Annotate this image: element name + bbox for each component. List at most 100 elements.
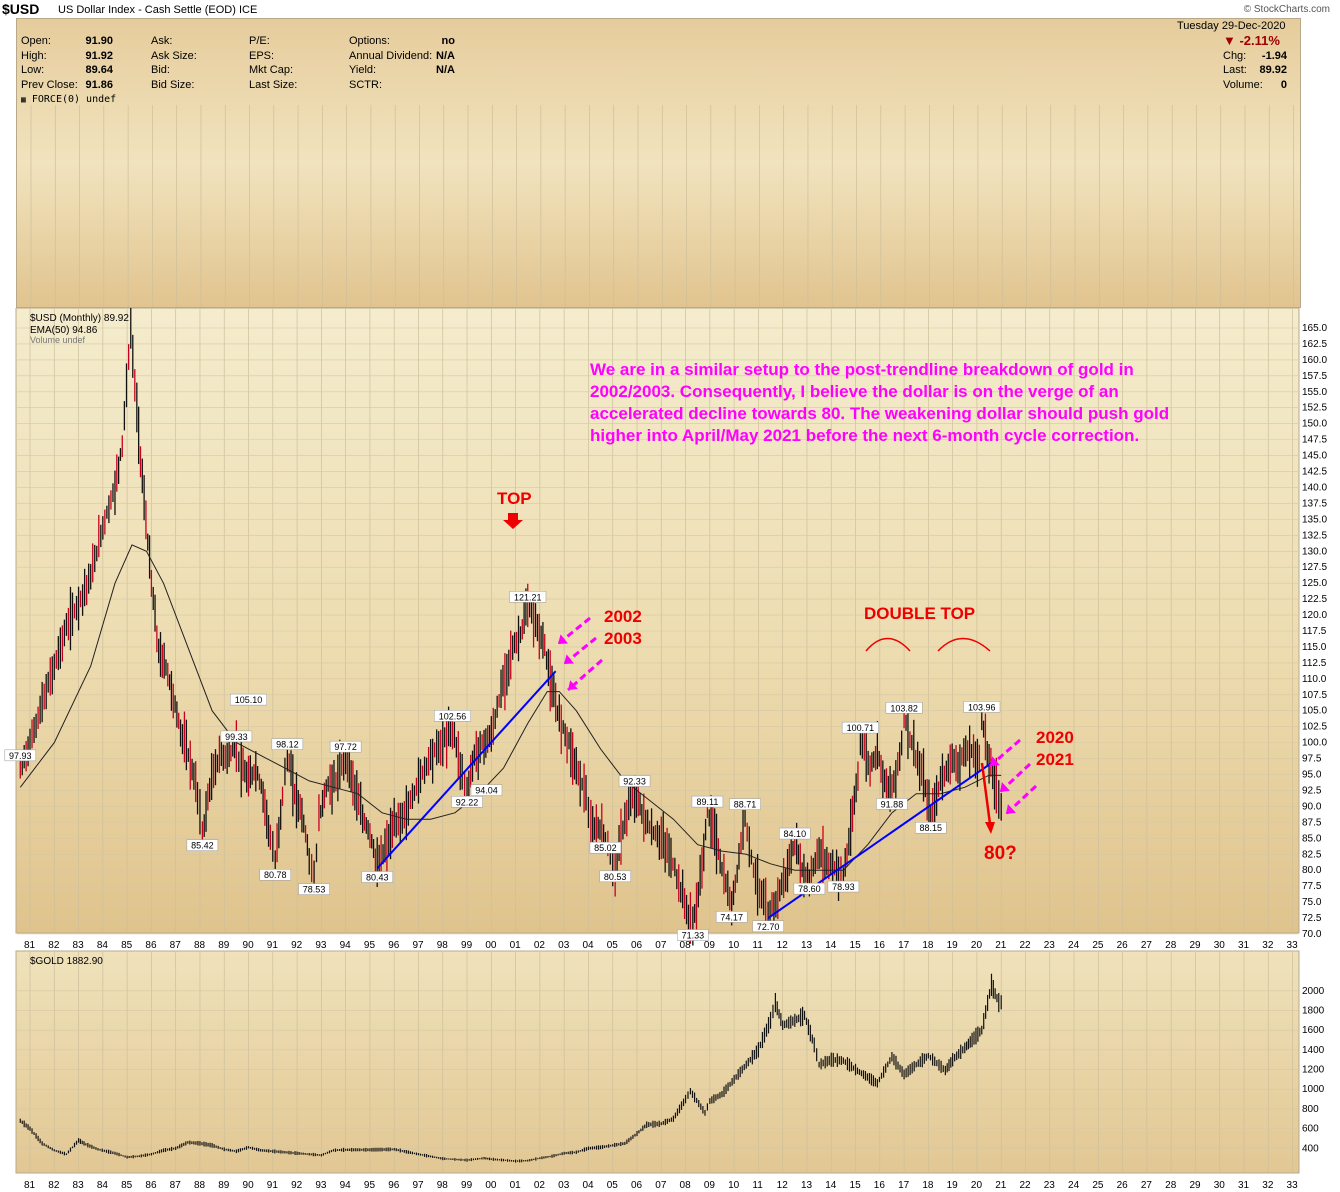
usd-y-tick: 75.0 <box>1302 897 1322 908</box>
usd-x-tick: 22 <box>1019 940 1031 948</box>
usd-y-tick: 105.0 <box>1302 706 1327 717</box>
price-label: 78.53 <box>303 885 326 895</box>
gold-x-tick: 03 <box>558 1180 570 1191</box>
gold-x-tick: 88 <box>194 1180 206 1191</box>
usd-y-tick: 115.0 <box>1302 642 1327 653</box>
usd-x-tick: 02 <box>534 940 546 948</box>
price-label-box <box>259 868 291 881</box>
usd-x-tick: 98 <box>437 940 449 948</box>
usd-y-tick: 152.5 <box>1302 403 1327 414</box>
gold-x-tick: 86 <box>145 1180 157 1191</box>
price-label: 72.70 <box>757 922 780 932</box>
price-label-box <box>329 740 362 753</box>
price-label-box <box>827 880 860 893</box>
gold-x-tick: 00 <box>485 1180 497 1191</box>
top-arrow-icon <box>503 513 523 529</box>
price-label: 92.22 <box>456 797 479 807</box>
usd-x-tick: 28 <box>1165 940 1177 948</box>
gold-x-tick: 10 <box>728 1180 740 1191</box>
gold-y-tick: 2000 <box>1302 986 1325 997</box>
usd-y-tick: 127.5 <box>1302 562 1327 573</box>
gold-x-tick: 81 <box>24 1180 36 1191</box>
price-label-box <box>779 827 811 840</box>
usd-y-tick: 72.5 <box>1302 913 1322 924</box>
usd-x-tick: 20 <box>971 940 983 948</box>
usd-y-tick: 137.5 <box>1302 498 1327 509</box>
usd-x-tick: 97 <box>412 940 424 948</box>
price-label-box <box>451 796 483 808</box>
price-label: 84.10 <box>784 829 807 839</box>
usd-x-tick: 84 <box>97 940 109 948</box>
force-icon: ▦ <box>21 95 26 104</box>
price-label: 103.96 <box>968 702 996 712</box>
legend-usd: $USD (Monthly) 89.92 <box>30 313 129 324</box>
price-label: 99.33 <box>225 732 248 742</box>
usd-x-tick: 24 <box>1068 940 1080 948</box>
gold-x-tick: 13 <box>801 1180 813 1191</box>
gold-x-tick: 82 <box>48 1180 60 1191</box>
usd-x-tick: 23 <box>1044 940 1056 948</box>
target-arrow <box>980 762 992 825</box>
usd-x-tick: 94 <box>340 940 352 948</box>
gold-x-tick: 04 <box>582 1180 594 1191</box>
gold-x-tick: 90 <box>243 1180 255 1191</box>
gold-x-tick: 21 <box>995 1180 1007 1191</box>
gold-x-tick: 33 <box>1287 1180 1299 1191</box>
yield-label: Yield: <box>349 64 377 76</box>
gold-x-tick: 07 <box>655 1180 667 1191</box>
volume-label: Volume: <box>1223 79 1263 91</box>
price-label-box <box>4 749 37 762</box>
usd-x-tick: 05 <box>607 940 619 948</box>
ask-label: Ask: <box>151 35 173 47</box>
options-label: Options: <box>349 35 390 47</box>
usd-x-tick: 19 <box>947 940 959 948</box>
usd-x-tick: 31 <box>1238 940 1250 948</box>
usd-x-tick: 00 <box>485 940 497 948</box>
usd-y-tick: 142.5 <box>1302 467 1327 478</box>
gold-x-tick: 83 <box>73 1180 85 1191</box>
annotation-line-3: accelerated decline towards 80. The weak… <box>590 404 1169 423</box>
target-arrow-head-icon <box>985 822 995 834</box>
gold-x-tick: 17 <box>898 1180 910 1191</box>
gold-x-tick: 01 <box>510 1180 522 1191</box>
usd-x-tick: 90 <box>243 940 255 948</box>
usd-y-tick: 160.0 <box>1302 355 1327 366</box>
price-label: 103.82 <box>890 703 918 713</box>
usd-x-tick: 11 <box>752 940 763 948</box>
gold-plot-area <box>15 950 1300 1174</box>
gold-x-tick: 22 <box>1019 1180 1031 1191</box>
usd-x-tick: 89 <box>218 940 230 948</box>
gold-series <box>19 973 1002 1163</box>
price-label-box <box>186 839 219 851</box>
price-label: 88.15 <box>920 823 943 833</box>
usd-y-tick: 117.5 <box>1302 626 1327 637</box>
usd-y-tick: 77.5 <box>1302 881 1322 892</box>
usd-x-tick: 29 <box>1189 940 1201 948</box>
bid-size-label: Bid Size: <box>151 79 195 91</box>
usd-x-tick: 07 <box>655 940 667 948</box>
volume-value: 0 <box>1280 79 1287 91</box>
ask-size-label: Ask Size: <box>151 50 197 62</box>
usd-x-tick: 33 <box>1287 940 1299 948</box>
usd-x-tick: 96 <box>388 940 400 948</box>
gold-x-tick: 19 <box>947 1180 959 1191</box>
legend-ema: EMA(50) 94.86 <box>30 325 98 336</box>
price-label-box <box>793 882 826 895</box>
gold-x-tick: 93 <box>315 1180 327 1191</box>
gold-x-tick: 99 <box>461 1180 473 1191</box>
bid-label: Bid: <box>151 64 170 76</box>
usd-y-tick: 132.5 <box>1302 530 1327 541</box>
usd-y-tick: 165.0 <box>1302 323 1327 334</box>
usd-legend: $USD (Monthly) 89.92 EMA(50) 94.86 Volum… <box>30 313 129 345</box>
usd-chart: 97.93 85.42 99.33 105.10 80.78 98.12 78.53 97.7… <box>4 308 1327 948</box>
usd-y-tick: 140.0 <box>1302 482 1327 493</box>
price-label-box <box>841 721 879 734</box>
change-pct: ▼ -2.11% <box>1223 33 1280 48</box>
price-label-box <box>729 798 761 810</box>
usd-y-tick: 87.5 <box>1302 817 1322 828</box>
price-label-box <box>876 798 908 810</box>
gold-x-tick: 91 <box>267 1180 279 1191</box>
open-label: Open: <box>21 35 51 47</box>
gold-x-tick: 98 <box>437 1180 449 1191</box>
